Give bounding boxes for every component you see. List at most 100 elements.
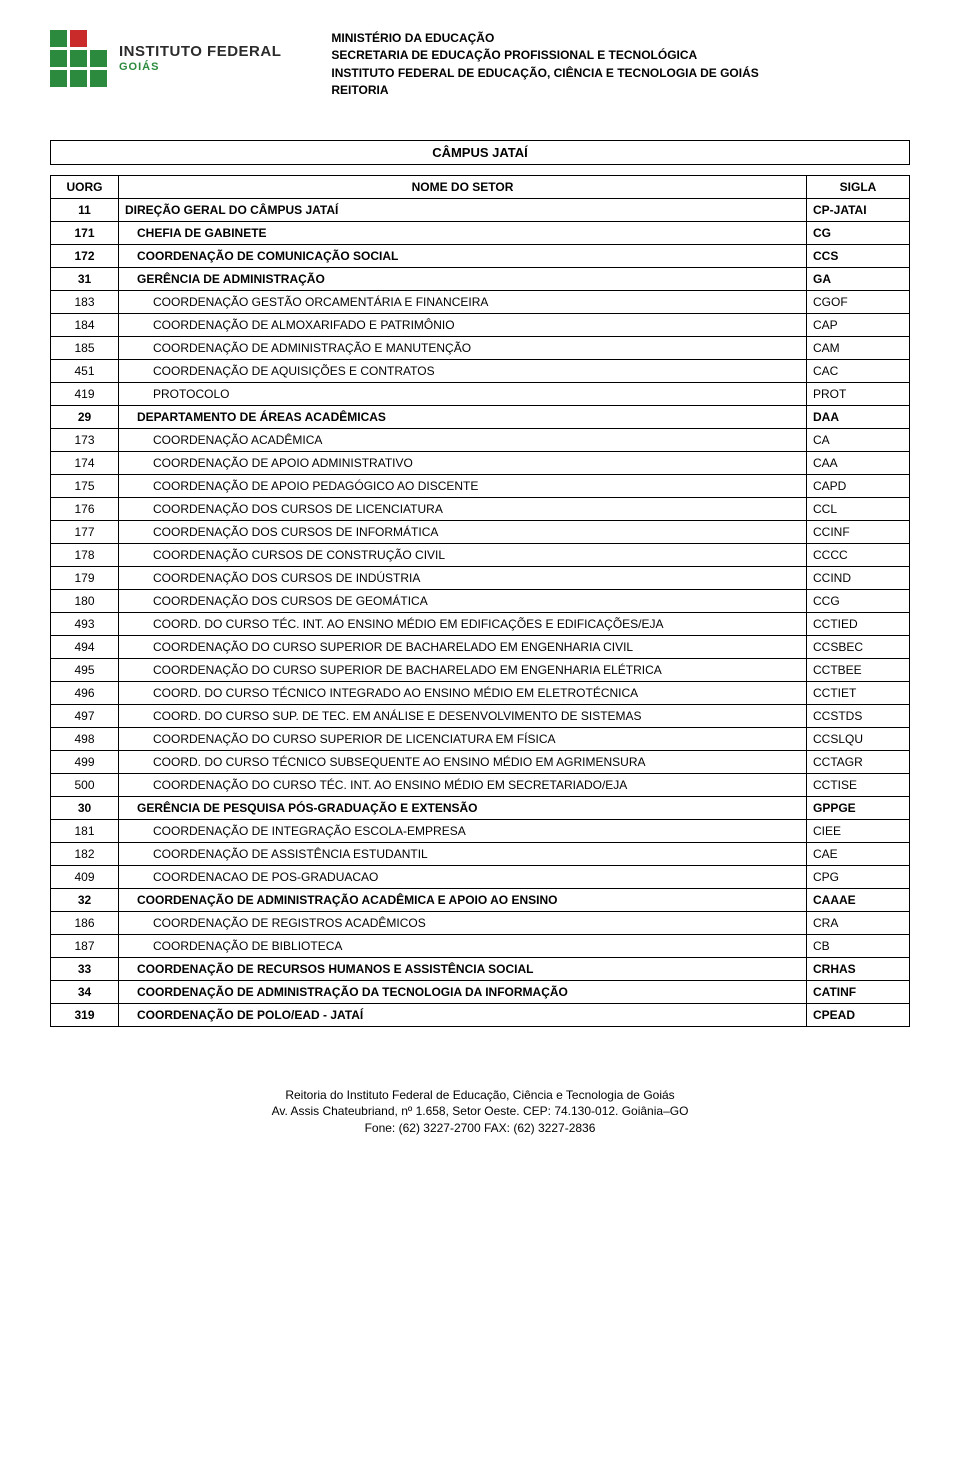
cell-uorg: 183 [51,290,119,313]
cell-sigla: CCIND [807,566,910,589]
cell-uorg: 172 [51,244,119,267]
table-row: 419PROTOCOLOPROT [51,382,910,405]
cell-nome: CHEFIA DE GABINETE [119,221,807,244]
table-row: 172COORDENAÇÃO DE COMUNICAÇÃO SOCIALCCS [51,244,910,267]
cell-nome: COORD. DO CURSO TÉC. INT. AO ENSINO MÉDI… [119,612,807,635]
table-row: 175COORDENAÇÃO DE APOIO PEDAGÓGICO AO DI… [51,474,910,497]
cell-sigla: CG [807,221,910,244]
ministry-lines: MINISTÉRIO DA EDUCAÇÃO SECRETARIA DE EDU… [331,30,758,100]
col-sigla: SIGLA [807,175,910,198]
cell-nome: COORDENAÇÃO DE REGISTROS ACADÊMICOS [119,911,807,934]
table-row: 319COORDENAÇÃO DE POLO/EAD - JATAÍCPEAD [51,1003,910,1026]
table-row: 495COORDENAÇÃO DO CURSO SUPERIOR DE BACH… [51,658,910,681]
cell-uorg: 11 [51,198,119,221]
cell-sigla: CCS [807,244,910,267]
cell-sigla: CAM [807,336,910,359]
cell-sigla: CCSTDS [807,704,910,727]
footer-line: Reitoria do Instituto Federal de Educaçã… [50,1087,910,1104]
table-row: 178COORDENAÇÃO CURSOS DE CONSTRUÇÃO CIVI… [51,543,910,566]
cell-sigla: CRHAS [807,957,910,980]
cell-uorg: 180 [51,589,119,612]
cell-nome: GERÊNCIA DE PESQUISA PÓS-GRADUAÇÃO E EXT… [119,796,807,819]
cell-sigla: CCL [807,497,910,520]
cell-nome: COORDENAÇÃO DOS CURSOS DE GEOMÁTICA [119,589,807,612]
cell-nome: COORDENAÇÃO DE ALMOXARIFADO E PATRIMÔNIO [119,313,807,336]
cell-nome: COORDENAÇÃO DE COMUNICAÇÃO SOCIAL [119,244,807,267]
cell-uorg: 174 [51,451,119,474]
cell-uorg: 182 [51,842,119,865]
sectors-table: UORG NOME DO SETOR SIGLA 11DIREÇÃO GERAL… [50,175,910,1027]
cell-sigla: CCSBEC [807,635,910,658]
col-nome: NOME DO SETOR [119,175,807,198]
cell-nome: COORD. DO CURSO TÉCNICO INTEGRADO AO ENS… [119,681,807,704]
cell-sigla: CIEE [807,819,910,842]
table-row: 494COORDENAÇÃO DO CURSO SUPERIOR DE BACH… [51,635,910,658]
table-row: 32COORDENAÇÃO DE ADMINISTRAÇÃO ACADÊMICA… [51,888,910,911]
logo-line1: INSTITUTO FEDERAL [119,43,281,61]
table-row: 182COORDENAÇÃO DE ASSISTÊNCIA ESTUDANTIL… [51,842,910,865]
cell-sigla: CPG [807,865,910,888]
cell-nome: COORDENAÇÃO DOS CURSOS DE INFORMÁTICA [119,520,807,543]
cell-uorg: 176 [51,497,119,520]
cell-sigla: CAPD [807,474,910,497]
cell-uorg: 178 [51,543,119,566]
cell-uorg: 495 [51,658,119,681]
table-row: 409COORDENACAO DE POS-GRADUACAOCPG [51,865,910,888]
cell-sigla: GA [807,267,910,290]
cell-nome: GERÊNCIA DE ADMINISTRAÇÃO [119,267,807,290]
cell-nome: COORDENAÇÃO DE RECURSOS HUMANOS E ASSIST… [119,957,807,980]
table-row: 185COORDENAÇÃO DE ADMINISTRAÇÃO E MANUTE… [51,336,910,359]
cell-nome: COORDENAÇÃO DE ADMINISTRAÇÃO E MANUTENÇÃ… [119,336,807,359]
table-row: 497COORD. DO CURSO SUP. DE TEC. EM ANÁLI… [51,704,910,727]
table-row: 451COORDENAÇÃO DE AQUISIÇÕES E CONTRATOS… [51,359,910,382]
cell-uorg: 494 [51,635,119,658]
table-row: 499COORD. DO CURSO TÉCNICO SUBSEQUENTE A… [51,750,910,773]
cell-sigla: CA [807,428,910,451]
title-box: CÂMPUS JATAÍ [50,140,910,165]
ministry-line: REITORIA [331,82,758,99]
table-header-row: UORG NOME DO SETOR SIGLA [51,175,910,198]
cell-uorg: 29 [51,405,119,428]
cell-sigla: CP-JATAI [807,198,910,221]
cell-uorg: 181 [51,819,119,842]
cell-sigla: CCINF [807,520,910,543]
table-row: 496COORD. DO CURSO TÉCNICO INTEGRADO AO … [51,681,910,704]
cell-sigla: CCTIET [807,681,910,704]
cell-uorg: 451 [51,359,119,382]
cell-sigla: CCCC [807,543,910,566]
table-row: 493COORD. DO CURSO TÉC. INT. AO ENSINO M… [51,612,910,635]
cell-nome: PROTOCOLO [119,382,807,405]
table-row: 31GERÊNCIA DE ADMINISTRAÇÃOGA [51,267,910,290]
table-row: 171CHEFIA DE GABINETECG [51,221,910,244]
cell-sigla: CAC [807,359,910,382]
cell-nome: COORD. DO CURSO SUP. DE TEC. EM ANÁLISE … [119,704,807,727]
logo-block: INSTITUTO FEDERAL GOIÁS [50,30,281,87]
cell-sigla: CCTBEE [807,658,910,681]
table-row: 173COORDENAÇÃO ACADÊMICACA [51,428,910,451]
cell-nome: COORDENAÇÃO DOS CURSOS DE INDÚSTRIA [119,566,807,589]
cell-uorg: 32 [51,888,119,911]
cell-uorg: 31 [51,267,119,290]
cell-nome: COORDENAÇÃO DO CURSO SUPERIOR DE BACHARE… [119,635,807,658]
table-row: 176COORDENAÇÃO DOS CURSOS DE LICENCIATUR… [51,497,910,520]
cell-uorg: 34 [51,980,119,1003]
cell-uorg: 500 [51,773,119,796]
cell-nome: COORDENAÇÃO DE ADMINISTRAÇÃO ACADÊMICA E… [119,888,807,911]
cell-uorg: 179 [51,566,119,589]
table-row: 498COORDENAÇÃO DO CURSO SUPERIOR DE LICE… [51,727,910,750]
cell-nome: COORDENAÇÃO DE BIBLIOTECA [119,934,807,957]
table-row: 11DIREÇÃO GERAL DO CÂMPUS JATAÍCP-JATAI [51,198,910,221]
cell-uorg: 177 [51,520,119,543]
cell-uorg: 184 [51,313,119,336]
logo-text: INSTITUTO FEDERAL GOIÁS [119,43,281,74]
footer-line: Av. Assis Chateubriand, nº 1.658, Setor … [50,1103,910,1120]
cell-nome: DIREÇÃO GERAL DO CÂMPUS JATAÍ [119,198,807,221]
cell-uorg: 171 [51,221,119,244]
ministry-line: INSTITUTO FEDERAL DE EDUCAÇÃO, CIÊNCIA E… [331,65,758,82]
cell-sigla: GPPGE [807,796,910,819]
cell-sigla: CCTISE [807,773,910,796]
cell-nome: COORDENAÇÃO DE ADMINISTRAÇÃO DA TECNOLOG… [119,980,807,1003]
cell-sigla: DAA [807,405,910,428]
cell-nome: COORDENAÇÃO DE ASSISTÊNCIA ESTUDANTIL [119,842,807,865]
table-row: 33COORDENAÇÃO DE RECURSOS HUMANOS E ASSI… [51,957,910,980]
